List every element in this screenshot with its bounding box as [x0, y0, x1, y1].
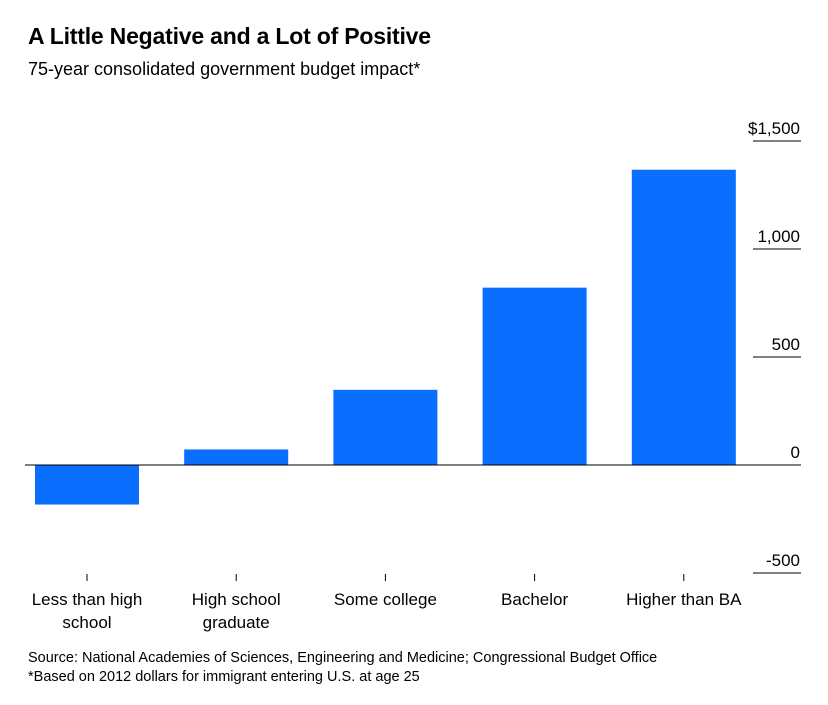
bar-3	[482, 287, 587, 465]
bar-0	[35, 465, 139, 505]
bar-chart: $1,500 1,000 500 0 -500 Less than high school H…	[25, 119, 801, 632]
bar-4	[631, 169, 736, 465]
y-tick-label: $1,500	[748, 119, 800, 138]
x-tick-label: Some college	[334, 590, 437, 609]
y-tick-label: 0	[791, 443, 800, 462]
chart-title: A Little Negative and a Lot of Positive	[28, 23, 431, 49]
x-tick-label: Higher than BA	[626, 590, 742, 609]
source-note: Source: National Academies of Sciences, …	[28, 650, 658, 666]
chart-subtitle: 75-year consolidated government budget i…	[28, 59, 421, 79]
x-tick-label: High school graduate	[192, 590, 281, 632]
bar-1	[184, 449, 289, 465]
y-tick-label: 500	[772, 335, 800, 354]
y-tick-label: 1,000	[757, 227, 800, 246]
x-tick-label: Bachelor	[501, 590, 568, 609]
x-tick-label: Less than high school	[32, 590, 143, 632]
y-tick-label: -500	[766, 551, 800, 570]
footnote: *Based on 2012 dollars for immigrant ent…	[28, 669, 420, 685]
bar-2	[333, 389, 438, 465]
